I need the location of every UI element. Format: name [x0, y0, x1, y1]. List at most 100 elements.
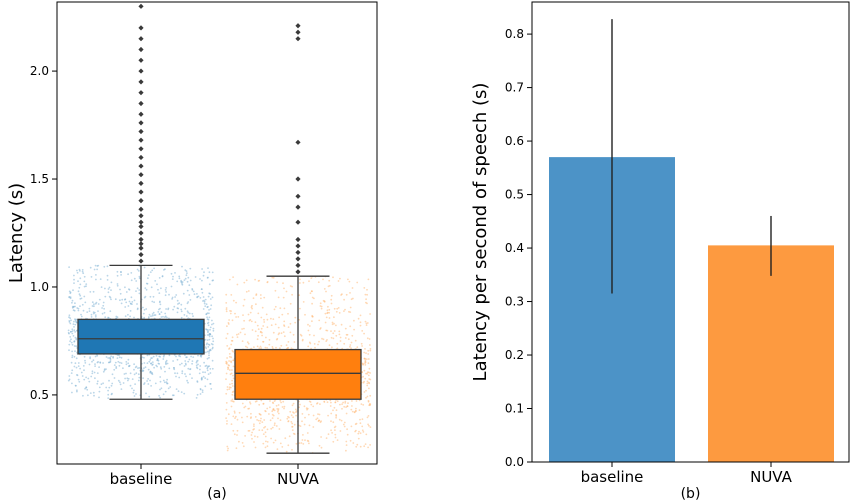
jitter-point-nuva — [232, 365, 235, 368]
jitter-point-nuva — [359, 418, 361, 421]
jitter-point-nuva — [233, 410, 236, 413]
jitter-point-nuva — [236, 283, 239, 286]
jitter-point-nuva — [241, 402, 244, 405]
jitter-point-baseline — [209, 383, 212, 385]
jitter-point-baseline — [202, 308, 205, 310]
jitter-point-nuva — [232, 299, 235, 302]
jitter-point-baseline — [153, 314, 156, 316]
jitter-point-nuva — [339, 430, 342, 432]
jitter-point-baseline — [69, 317, 72, 320]
jitter-point-baseline — [163, 354, 166, 357]
jitter-point-nuva — [325, 329, 328, 332]
jitter-point-baseline — [84, 362, 87, 364]
box-baseline — [77, 3, 205, 400]
jitter-point-baseline — [158, 292, 161, 294]
jitter-point-nuva — [350, 347, 352, 350]
jitter-point-nuva — [365, 324, 368, 326]
jitter-point-nuva — [354, 423, 357, 426]
jitter-point-nuva — [279, 307, 282, 310]
jitter-point-baseline — [202, 274, 205, 277]
jitter-point-nuva — [358, 409, 361, 412]
jitter-point-baseline — [92, 311, 95, 314]
outlier-marker — [295, 269, 301, 275]
jitter-point-nuva — [275, 425, 278, 427]
jitter-point-nuva — [276, 337, 279, 340]
jitter-point-nuva — [338, 312, 341, 314]
jitter-point-nuva — [232, 359, 235, 362]
jitter-point-nuva — [302, 301, 305, 303]
jitter-point-nuva — [365, 298, 367, 301]
jitter-point-baseline — [143, 356, 145, 359]
jitter-point-baseline — [72, 309, 75, 312]
jitter-point-nuva — [330, 429, 332, 432]
jitter-point-baseline — [81, 270, 84, 273]
jitter-point-baseline — [206, 318, 209, 321]
jitter-point-nuva — [367, 349, 370, 352]
jitter-point-nuva — [291, 429, 294, 431]
jitter-point-baseline — [172, 275, 174, 278]
jitter-point-nuva — [231, 382, 234, 385]
jitter-point-baseline — [128, 300, 131, 303]
jitter-point-nuva — [276, 281, 278, 284]
jitter-point-nuva — [333, 406, 336, 409]
jitter-point-baseline — [209, 326, 212, 329]
jitter-point-nuva — [307, 345, 310, 348]
jitter-point-nuva — [249, 318, 252, 321]
jitter-point-nuva — [228, 369, 231, 371]
jitter-point-baseline — [199, 393, 202, 395]
jitter-point-nuva — [230, 405, 233, 408]
jitter-point-baseline — [208, 283, 211, 286]
jitter-point-nuva — [266, 445, 269, 448]
jitter-point-nuva — [365, 433, 368, 436]
jitter-point-baseline — [87, 394, 89, 397]
jitter-point-nuva — [242, 314, 244, 316]
jitter-point-nuva — [320, 307, 323, 310]
jitter-point-baseline — [117, 379, 120, 382]
jitter-point-nuva — [367, 381, 370, 384]
jitter-point-nuva — [281, 446, 284, 448]
jitter-point-baseline — [202, 375, 205, 378]
jitter-point-baseline — [110, 289, 112, 291]
jitter-point-nuva — [351, 405, 353, 407]
jitter-point-baseline — [155, 355, 158, 357]
jitter-point-baseline — [75, 345, 78, 348]
jitter-point-baseline — [96, 382, 99, 385]
jitter-point-baseline — [143, 362, 146, 364]
jitter-point-baseline — [208, 350, 211, 353]
jitter-point-nuva — [328, 311, 330, 314]
jitter-point-nuva — [351, 400, 353, 402]
jitter-point-baseline — [71, 332, 74, 335]
jitter-point-nuva — [363, 380, 365, 383]
jitter-point-baseline — [138, 275, 141, 278]
jitter-point-baseline — [189, 368, 191, 371]
jitter-point-nuva — [311, 296, 314, 299]
jitter-point-baseline — [192, 315, 194, 318]
jitter-point-nuva — [368, 424, 370, 427]
jitter-point-nuva — [299, 333, 302, 336]
jitter-point-nuva — [285, 290, 288, 293]
jitter-point-nuva — [368, 338, 371, 340]
jitter-point-baseline — [90, 316, 93, 318]
jitter-point-baseline — [78, 293, 81, 296]
jitter-point-baseline — [98, 390, 101, 393]
jitter-point-nuva — [295, 442, 298, 445]
jitter-point-nuva — [235, 301, 238, 304]
jitter-point-baseline — [184, 354, 186, 356]
jitter-point-nuva — [230, 356, 233, 359]
jitter-point-baseline — [100, 286, 103, 288]
jitter-point-baseline — [159, 366, 162, 369]
outlier-marker — [295, 256, 301, 262]
jitter-point-baseline — [207, 346, 210, 348]
jitter-point-nuva — [282, 400, 285, 403]
jitter-point-nuva — [251, 304, 253, 307]
jitter-point-nuva — [368, 367, 371, 370]
jitter-point-baseline — [127, 379, 129, 382]
jitter-point-nuva — [358, 430, 360, 433]
jitter-point-nuva — [266, 441, 269, 443]
jitter-point-baseline — [192, 290, 195, 293]
jitter-point-nuva — [228, 355, 231, 358]
jitter-point-nuva — [271, 410, 274, 413]
jitter-point-baseline — [188, 294, 191, 296]
jitter-point-baseline — [77, 362, 80, 364]
outlier-marker — [295, 193, 301, 199]
